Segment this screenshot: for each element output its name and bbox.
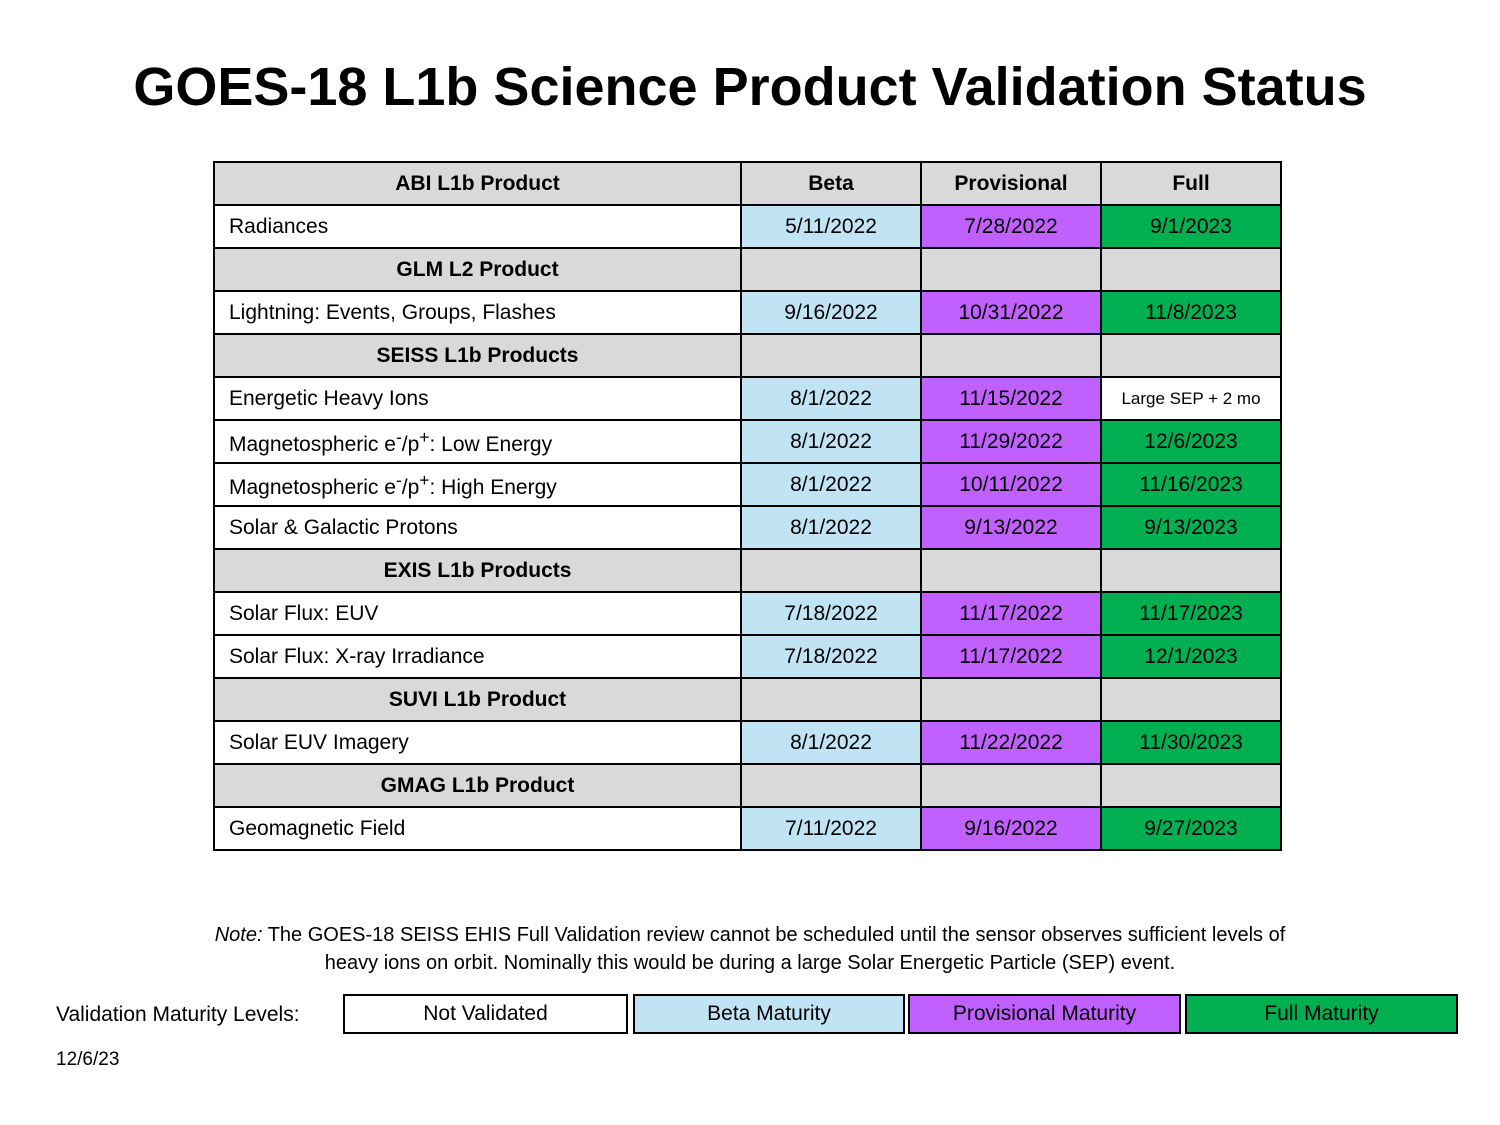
table-row: Solar EUV Imagery 8/1/2022 11/22/2022 11/30… bbox=[213, 720, 1282, 765]
beta-date: 7/18/2022 bbox=[740, 591, 922, 636]
table-row: Geomagnetic Field 7/11/2022 9/16/2022 9/27/… bbox=[213, 806, 1282, 851]
provisional-date: 9/16/2022 bbox=[920, 806, 1102, 851]
product-name: Lightning: Events, Groups, Flashes bbox=[213, 290, 742, 335]
table-row: Solar & Galactic Protons 8/1/2022 9/13/202… bbox=[213, 505, 1282, 550]
product-name: Solar Flux: EUV bbox=[213, 591, 742, 636]
table-row: Magnetospheric e-/p+: High Energy 8/1/202… bbox=[213, 462, 1282, 507]
legend-not-validated: Not Validated bbox=[343, 994, 628, 1034]
beta-date: 8/1/2022 bbox=[740, 462, 922, 507]
table-header-row: ABI L1b Product Beta Provisional Full bbox=[213, 161, 1282, 206]
section-title: GMAG L1b Product bbox=[213, 763, 742, 808]
product-name: Solar & Galactic Protons bbox=[213, 505, 742, 550]
product-name: Solar Flux: X-ray Irradiance bbox=[213, 634, 742, 679]
beta-date: 8/1/2022 bbox=[740, 505, 922, 550]
full-date: 12/1/2023 bbox=[1100, 634, 1282, 679]
section-header-row: GLM L2 Product bbox=[213, 247, 1282, 292]
provisional-date: 9/13/2022 bbox=[920, 505, 1102, 550]
section-title: SEISS L1b Products bbox=[213, 333, 742, 378]
section-title: SUVI L1b Product bbox=[213, 677, 742, 722]
section-header-row: GMAG L1b Product bbox=[213, 763, 1282, 808]
section-empty-cell bbox=[920, 247, 1102, 292]
provisional-date: 11/17/2022 bbox=[920, 591, 1102, 636]
provisional-date: 11/17/2022 bbox=[920, 634, 1102, 679]
note-line-1: Note: The GOES-18 SEISS EHIS Full Valida… bbox=[0, 921, 1500, 949]
section-empty-cell bbox=[1100, 247, 1282, 292]
section-empty-cell bbox=[740, 333, 922, 378]
product-name: Radiances bbox=[213, 204, 742, 249]
column-header-provisional: Provisional bbox=[920, 161, 1102, 206]
table-row: Lightning: Events, Groups, Flashes 9/16/2… bbox=[213, 290, 1282, 335]
section-header-row: SEISS L1b Products bbox=[213, 333, 1282, 378]
product-name: Geomagnetic Field bbox=[213, 806, 742, 851]
section-empty-cell bbox=[1100, 763, 1282, 808]
section-empty-cell bbox=[1100, 548, 1282, 593]
provisional-date: 11/22/2022 bbox=[920, 720, 1102, 765]
legend-beta-maturity: Beta Maturity bbox=[633, 994, 905, 1034]
provisional-date: 10/31/2022 bbox=[920, 290, 1102, 335]
column-header-full: Full bbox=[1100, 161, 1282, 206]
full-date: 12/6/2023 bbox=[1100, 419, 1282, 464]
footer-date: 12/6/23 bbox=[56, 1049, 120, 1070]
table-row: Energetic Heavy Ions 8/1/2022 11/15/2022 La… bbox=[213, 376, 1282, 421]
product-name: Energetic Heavy Ions bbox=[213, 376, 742, 421]
provisional-date: 11/29/2022 bbox=[920, 419, 1102, 464]
legend-provisional-maturity: Provisional Maturity bbox=[908, 994, 1181, 1034]
full-date: 11/8/2023 bbox=[1100, 290, 1282, 335]
full-date: Large SEP + 2 mo bbox=[1100, 376, 1282, 421]
section-empty-cell bbox=[920, 548, 1102, 593]
legend-label: Validation Maturity Levels: bbox=[56, 1003, 300, 1026]
section-empty-cell bbox=[740, 677, 922, 722]
note-line-2: heavy ions on orbit. Nominally this woul… bbox=[324, 952, 1176, 974]
beta-date: 7/18/2022 bbox=[740, 634, 922, 679]
section-title: GLM L2 Product bbox=[213, 247, 742, 292]
section-title: EXIS L1b Products bbox=[213, 548, 742, 593]
full-date: 11/16/2023 bbox=[1100, 462, 1282, 507]
table-row: Radiances 5/11/2022 7/28/2022 9/1/2023 bbox=[213, 204, 1282, 249]
full-date: 11/17/2023 bbox=[1100, 591, 1282, 636]
beta-date: 7/11/2022 bbox=[740, 806, 922, 851]
column-header-product: ABI L1b Product bbox=[213, 161, 742, 206]
provisional-date: 11/15/2022 bbox=[920, 376, 1102, 421]
section-empty-cell bbox=[740, 548, 922, 593]
product-name: Magnetospheric e-/p+: Low Energy bbox=[213, 419, 742, 464]
beta-date: 8/1/2022 bbox=[740, 720, 922, 765]
section-empty-cell bbox=[1100, 677, 1282, 722]
full-date: 11/30/2023 bbox=[1100, 720, 1282, 765]
section-header-row: EXIS L1b Products bbox=[213, 548, 1282, 593]
table-row: Solar Flux: X-ray Irradiance 7/18/2022 11/… bbox=[213, 634, 1282, 679]
section-empty-cell bbox=[920, 677, 1102, 722]
note-lead: Note: bbox=[214, 924, 263, 946]
section-empty-cell bbox=[740, 247, 922, 292]
provisional-date: 10/11/2022 bbox=[920, 462, 1102, 507]
validation-note: Note: The GOES-18 SEISS EHIS Full Valida… bbox=[0, 921, 1500, 977]
beta-date: 9/16/2022 bbox=[740, 290, 922, 335]
section-empty-cell bbox=[740, 763, 922, 808]
beta-date: 5/11/2022 bbox=[740, 204, 922, 249]
column-header-beta: Beta bbox=[740, 161, 922, 206]
full-date: 9/27/2023 bbox=[1100, 806, 1282, 851]
product-name: Magnetospheric e-/p+: High Energy bbox=[213, 462, 742, 507]
page-title: GOES-18 L1b Science Product Validation S… bbox=[133, 57, 1367, 117]
section-empty-cell bbox=[920, 333, 1102, 378]
section-header-row: SUVI L1b Product bbox=[213, 677, 1282, 722]
table-row: Magnetospheric e-/p+: Low Energy 8/1/2022… bbox=[213, 419, 1282, 464]
full-date: 9/1/2023 bbox=[1100, 204, 1282, 249]
legend-full-maturity: Full Maturity bbox=[1185, 994, 1458, 1034]
section-empty-cell bbox=[1100, 333, 1282, 378]
product-name: Solar EUV Imagery bbox=[213, 720, 742, 765]
beta-date: 8/1/2022 bbox=[740, 376, 922, 421]
beta-date: 8/1/2022 bbox=[740, 419, 922, 464]
validation-status-table: ABI L1b Product Beta Provisional Full Ra… bbox=[213, 161, 1282, 851]
provisional-date: 7/28/2022 bbox=[920, 204, 1102, 249]
section-empty-cell bbox=[920, 763, 1102, 808]
note-text-1: The GOES-18 SEISS EHIS Full Validation r… bbox=[262, 924, 1286, 946]
table-row: Solar Flux: EUV 7/18/2022 11/17/2022 11/17/… bbox=[213, 591, 1282, 636]
full-date: 9/13/2023 bbox=[1100, 505, 1282, 550]
